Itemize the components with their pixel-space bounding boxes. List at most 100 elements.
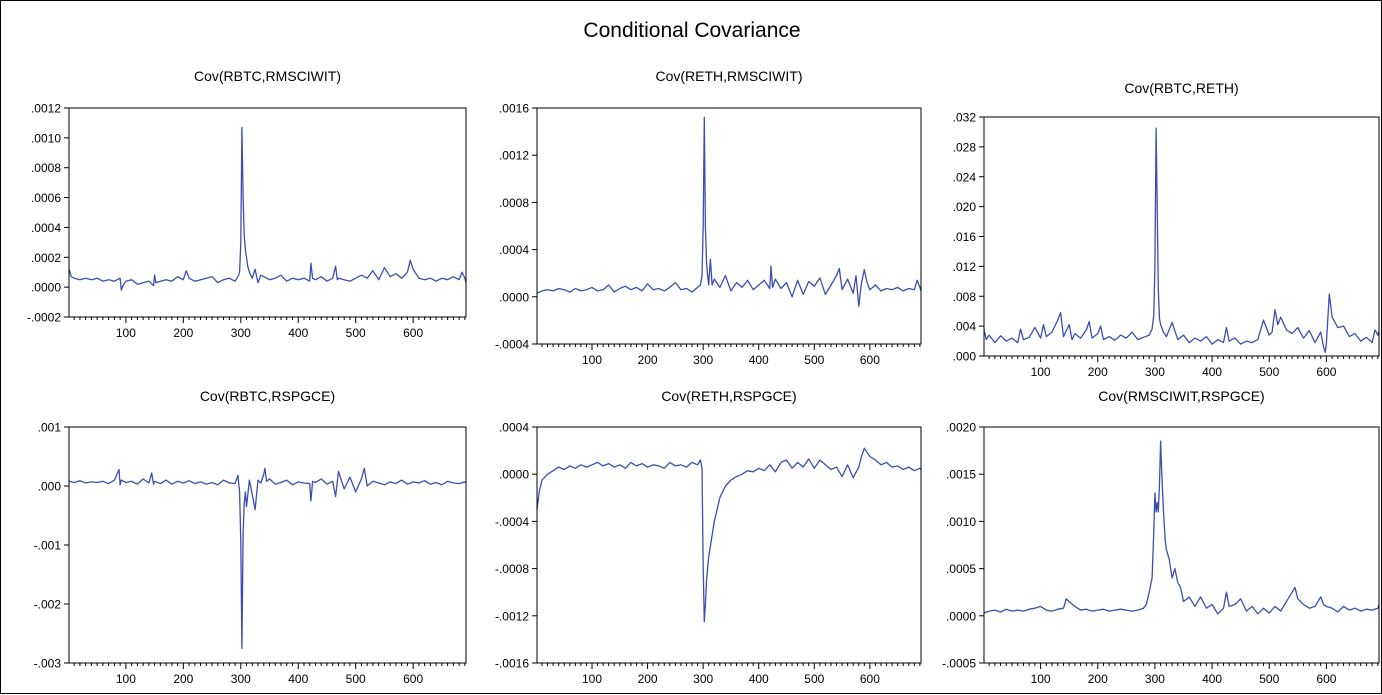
series-line <box>536 447 922 623</box>
y-tick-label: .024 <box>953 170 977 184</box>
x-tick-label: 200 <box>1088 365 1108 379</box>
panel-title: Cov(RBTC,RSPGCE) <box>200 388 335 404</box>
x-tick-label: 600 <box>860 672 880 686</box>
x-tick-label: 300 <box>693 353 713 367</box>
series-line <box>983 127 1380 353</box>
y-tick-label: .004 <box>953 320 977 334</box>
y-tick-label: .0005 <box>946 562 976 576</box>
y-tick-label: .0000 <box>946 609 976 623</box>
x-tick-label: 400 <box>749 353 769 367</box>
panel-title: Cov(RBTC,RMSCIWIT) <box>194 68 341 84</box>
y-tick-label: .020 <box>953 200 977 214</box>
x-tick-label: 300 <box>1145 672 1165 686</box>
y-tick-label: .0000 <box>499 468 529 482</box>
y-tick-label: .032 <box>953 111 977 125</box>
y-tick-label: .0000 <box>499 290 529 304</box>
x-tick-label: 100 <box>116 326 136 340</box>
plot-frame <box>536 107 922 345</box>
panel-title: Cov(RBTC,RETH) <box>1124 80 1238 96</box>
x-tick-label: 600 <box>403 326 423 340</box>
x-tick-label: 200 <box>1088 672 1108 686</box>
y-tick-label: .012 <box>953 260 977 274</box>
x-tick-label: 100 <box>1031 672 1051 686</box>
plot-frame <box>68 107 467 318</box>
y-tick-label: .0016 <box>499 102 529 116</box>
series-line <box>536 116 922 307</box>
y-tick-label: -.003 <box>34 657 62 671</box>
x-tick-label: 100 <box>116 672 136 686</box>
y-tick-label: .0002 <box>31 251 61 265</box>
y-tick-label: .0020 <box>946 421 976 435</box>
chart-panel-4: Cov(RBTC,RSPGCE) -.003 -.002 -.001 .000 .001 1… <box>34 388 467 686</box>
y-tick-label: .0004 <box>499 421 529 435</box>
y-tick-label: -.0004 <box>495 338 529 352</box>
x-tick-label: 300 <box>693 672 713 686</box>
y-tick-label: .0015 <box>946 468 976 482</box>
y-tick-label: -.0004 <box>495 515 529 529</box>
x-tick-label: 500 <box>346 672 366 686</box>
y-tick-label: .0000 <box>31 281 61 295</box>
x-tick-label: 500 <box>1259 365 1279 379</box>
y-tick-label: -.0008 <box>495 562 529 576</box>
series-line <box>983 440 1380 615</box>
panel-title: Cov(RETH,RMSCIWIT) <box>656 68 803 84</box>
x-tick-label: 500 <box>804 353 824 367</box>
x-tick-label: 300 <box>231 672 251 686</box>
x-tick-label: 300 <box>1145 365 1165 379</box>
y-tick-label: .000 <box>953 350 977 364</box>
panel-title: Cov(RETH,RSPGCE) <box>661 388 796 404</box>
y-tick-label: -.0012 <box>495 609 529 623</box>
plot-frame <box>536 426 922 664</box>
y-tick-label: .0006 <box>31 191 61 205</box>
y-tick-label: .0004 <box>499 243 529 257</box>
chart-panel-6: Cov(RMSCIWIT,RSPGCE) -.0005 .0000 .0005 .001… <box>942 388 1380 686</box>
chart-panel-3: Cov(RBTC,RETH) .000 .004 .008 .012 .016 .020 .0… <box>953 80 1380 379</box>
x-tick-label: 500 <box>1259 672 1279 686</box>
x-tick-label: 600 <box>1316 672 1336 686</box>
x-tick-label: 400 <box>288 672 308 686</box>
y-tick-label: .0012 <box>499 149 529 163</box>
x-tick-label: 600 <box>1316 365 1336 379</box>
y-tick-label: -.002 <box>34 598 62 612</box>
y-tick-label: .0012 <box>31 102 61 116</box>
x-tick-label: 600 <box>860 353 880 367</box>
y-tick-label: .0010 <box>946 515 976 529</box>
x-tick-label: 100 <box>582 353 602 367</box>
series-line <box>68 467 467 649</box>
x-tick-label: 500 <box>804 672 824 686</box>
chart-panel-2: Cov(RETH,RMSCIWIT) -.0004 .0000 .0004 .0008.… <box>495 68 922 367</box>
y-tick-label: -.0002 <box>27 311 61 325</box>
y-tick-label: .016 <box>953 230 977 244</box>
y-tick-label: .0004 <box>31 221 61 235</box>
y-tick-label: .0008 <box>31 161 61 175</box>
y-tick-label: .000 <box>38 480 62 494</box>
x-tick-label: 200 <box>173 326 193 340</box>
x-tick-label: 500 <box>346 326 366 340</box>
plot-frame <box>983 116 1380 357</box>
x-tick-label: 400 <box>749 672 769 686</box>
x-tick-label: 100 <box>582 672 602 686</box>
x-tick-label: 600 <box>403 672 423 686</box>
x-tick-label: 200 <box>173 672 193 686</box>
chart-panel-5: Cov(RETH,RSPGCE) -.0016 -.0012 -.0008 -.0004… <box>495 388 922 686</box>
y-tick-label: -.001 <box>34 539 62 553</box>
y-tick-label: .0010 <box>31 131 61 145</box>
series-line <box>68 126 467 291</box>
panel-title: Cov(RMSCIWIT,RSPGCE) <box>1098 388 1264 404</box>
x-tick-label: 400 <box>1202 365 1222 379</box>
x-tick-label: 400 <box>288 326 308 340</box>
x-tick-label: 200 <box>638 353 658 367</box>
x-tick-label: 400 <box>1202 672 1222 686</box>
y-tick-label: -.0016 <box>495 657 529 671</box>
x-tick-label: 100 <box>1031 365 1051 379</box>
figure-title: Conditional Covariance <box>583 19 801 42</box>
y-tick-label: .028 <box>953 140 977 154</box>
x-tick-label: 300 <box>231 326 251 340</box>
chart-panel-1: Cov(RBTC,RMSCIWIT) -.0002 .0000 .0002 .0004.… <box>27 68 467 340</box>
y-tick-label: .0008 <box>499 196 529 210</box>
y-tick-label: .001 <box>38 421 62 435</box>
plot-frame <box>68 426 467 664</box>
y-tick-label: -.0005 <box>942 657 976 671</box>
